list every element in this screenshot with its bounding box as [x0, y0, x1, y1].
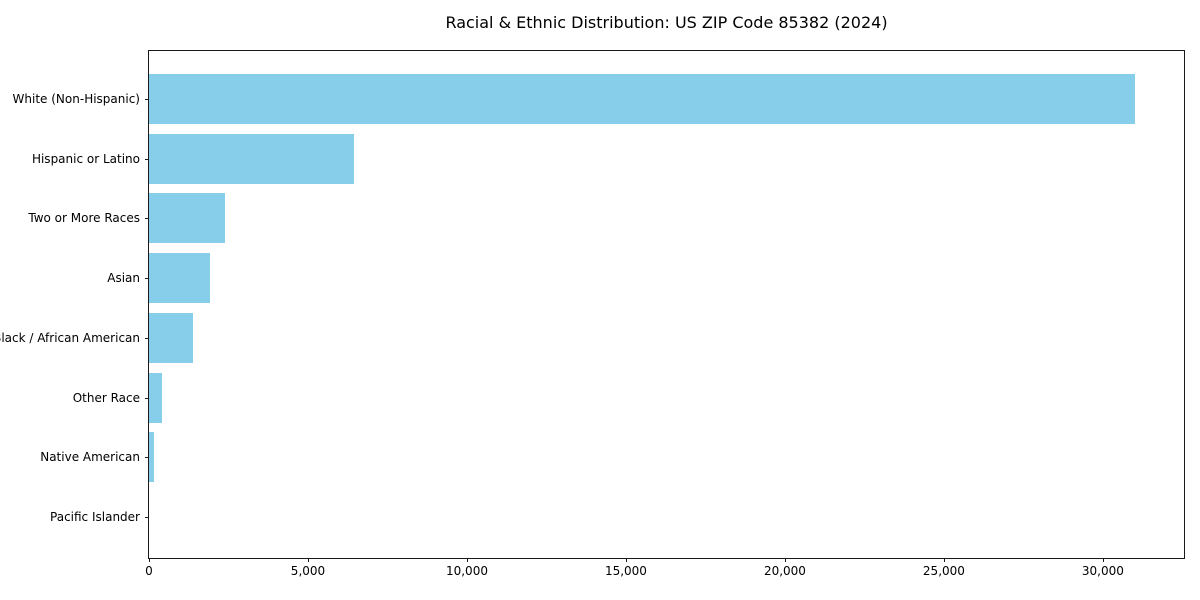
- y-tick-mark: [145, 99, 149, 100]
- x-tick-label: 0: [145, 564, 153, 578]
- y-tick-label: Black / African American: [0, 330, 140, 345]
- bar: [149, 253, 211, 304]
- plot-area: White (Non-Hispanic) Hispanic or Latino Tw…: [0, 50, 1185, 578]
- y-tick-label: Other Race: [72, 390, 140, 405]
- y-tick-label: Hispanic or Latino: [31, 151, 140, 166]
- x-tick-label: 5,000: [290, 564, 326, 578]
- x-tick-mark: [625, 558, 627, 562]
- y-tick-mark: [145, 516, 149, 518]
- y-tick-mark: [145, 397, 149, 399]
- y-tick-label: Asian: [107, 271, 140, 286]
- x-tick-mark: [943, 558, 945, 562]
- x-tick-label: 20,000: [763, 564, 806, 578]
- chart-title: Racial & Ethnic Distribution: US ZIP Cod…: [445, 13, 888, 32]
- y-tick-mark: [145, 457, 149, 459]
- bar: [149, 193, 226, 244]
- y-tick-mark: [145, 218, 149, 220]
- y-tick-mark: [145, 278, 149, 280]
- y-tick-mark: [145, 337, 149, 339]
- x-tick-mark: [149, 558, 150, 562]
- y-tick-label: Two or More Races: [28, 211, 140, 226]
- x-tick-label: 15,000: [604, 564, 647, 578]
- y-tick-label: White (Non-Hispanic): [12, 92, 140, 106]
- bar: [149, 312, 193, 363]
- bar: [149, 432, 154, 483]
- y-tick-label: Pacific Islander: [50, 509, 140, 524]
- y-tick-mark: [145, 158, 149, 160]
- bar: [149, 372, 163, 423]
- x-tick-mark: [1102, 558, 1104, 562]
- y-tick-label: Native American: [40, 450, 140, 465]
- x-tick-mark: [466, 558, 468, 562]
- bar: [149, 74, 1135, 124]
- x-tick-mark: [784, 558, 786, 562]
- x-tick-mark: [307, 558, 309, 562]
- x-tick-label: 30,000: [1081, 564, 1124, 578]
- x-tick-label: 10,000: [445, 564, 488, 578]
- x-tick-label: 25,000: [922, 564, 965, 578]
- bar: [149, 133, 355, 184]
